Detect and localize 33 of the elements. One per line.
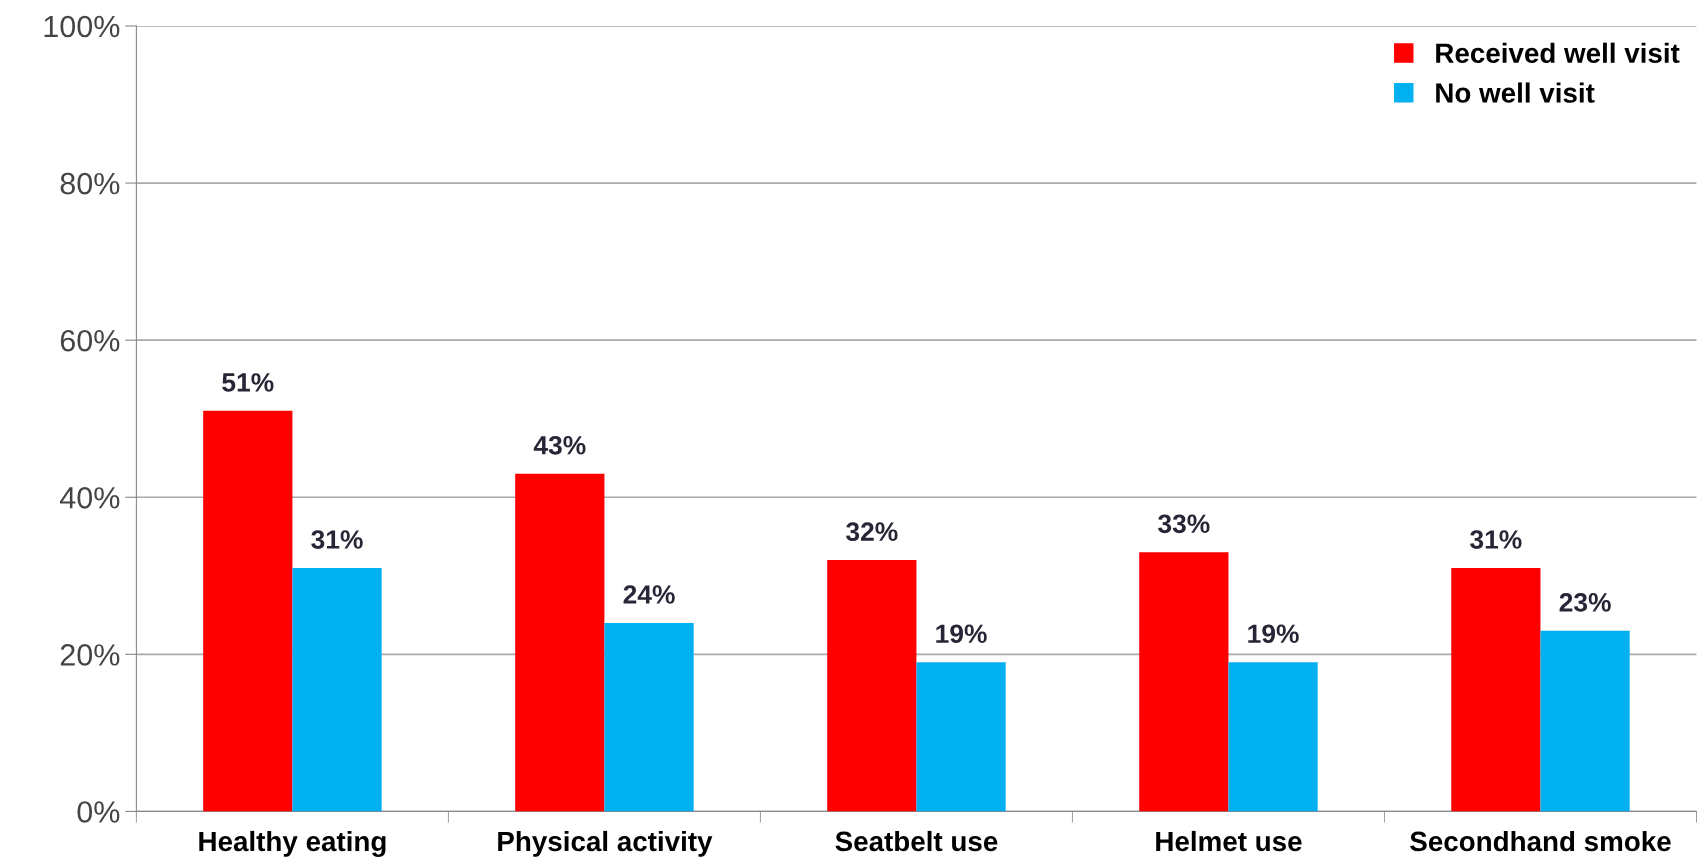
- data-label: 43%: [533, 435, 586, 455]
- y-tick-label: 20%: [60, 644, 120, 666]
- x-tick-label: Secondhand smoke: [1410, 830, 1671, 852]
- legend-label: Received well visit: [1436, 42, 1680, 64]
- bar: [1451, 567, 1541, 812]
- bar: [1228, 662, 1318, 812]
- y-tick-label: 100%: [44, 15, 120, 38]
- bar: [1139, 552, 1229, 812]
- data-label: 51%: [222, 373, 274, 392]
- data-label: 31%: [1470, 530, 1522, 549]
- bar: [292, 567, 382, 812]
- x-tick-label: Healthy eating: [199, 830, 386, 857]
- legend-label: No well visit: [1436, 82, 1595, 103]
- data-label: 24%: [623, 585, 675, 604]
- bar: [1540, 630, 1630, 812]
- data-label: 31%: [311, 530, 363, 549]
- data-label: 19%: [1248, 624, 1299, 644]
- y-tick-label: 80%: [60, 172, 120, 195]
- y-tick-label: 40%: [59, 486, 120, 509]
- data-label: 32%: [846, 522, 898, 542]
- x-tick-label: Helmet use: [1156, 830, 1302, 852]
- y-tick-label: 0%: [77, 801, 120, 823]
- data-label: 19%: [936, 624, 987, 644]
- data-label: 23%: [1559, 592, 1611, 612]
- x-tick-label: Physical activity: [498, 830, 713, 857]
- bar: [827, 560, 917, 812]
- bar: [916, 662, 1006, 812]
- bar: [515, 473, 605, 812]
- bar: [604, 622, 694, 812]
- data-label: 33%: [1158, 514, 1210, 534]
- bar: [203, 410, 293, 812]
- x-tick-label: Seatbelt use: [835, 830, 998, 852]
- y-tick-label: 60%: [60, 329, 120, 352]
